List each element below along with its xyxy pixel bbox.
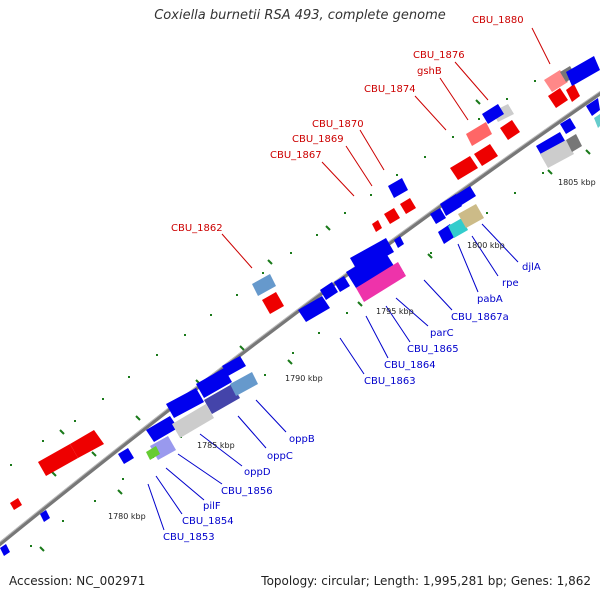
gene-forward[interactable]	[40, 510, 50, 522]
gene-label[interactable]: CBU_1864	[384, 360, 436, 371]
gene-forward[interactable]	[356, 262, 406, 302]
gene-label[interactable]: djlA	[522, 262, 541, 273]
topology-value: circular;	[321, 574, 370, 588]
gene-label[interactable]: parC	[430, 328, 454, 339]
gene-forward[interactable]	[346, 250, 394, 288]
gene-forward[interactable]	[196, 368, 232, 398]
gene-reverse[interactable]	[38, 444, 78, 476]
genes-value: 1,862	[556, 574, 591, 588]
gene-forward[interactable]	[222, 356, 246, 376]
forward-strand-genes	[0, 56, 600, 556]
gene-label[interactable]: CBU_1862	[171, 223, 223, 234]
gene-label[interactable]: CBU_1854	[182, 516, 234, 527]
gene-forward[interactable]	[118, 448, 134, 464]
topology-label: Topology:	[261, 574, 318, 588]
gene-label[interactable]: pabA	[477, 294, 503, 305]
gene-reverse[interactable]	[384, 208, 400, 224]
genes-label: Genes:	[510, 574, 553, 588]
gene-forward[interactable]	[560, 118, 576, 134]
gene-forward[interactable]	[0, 544, 10, 556]
gene-reverse[interactable]	[252, 274, 276, 296]
gene-reverse[interactable]	[548, 88, 568, 108]
gene-forward[interactable]	[454, 186, 476, 206]
gene-label[interactable]: oppB	[289, 434, 315, 445]
gene-forward[interactable]	[146, 446, 160, 460]
gene-reverse[interactable]	[262, 292, 284, 314]
genome-summary: Topology: circular; Length: 1,995,281 bp…	[261, 574, 591, 588]
gene-label[interactable]: CBU_1880	[472, 15, 524, 26]
gene-forward[interactable]	[334, 276, 350, 292]
tick-label-1790: 1790 kbp	[285, 374, 323, 383]
gene-label[interactable]: CBU_1856	[221, 486, 273, 497]
scale-tick-marks	[39, 99, 591, 552]
length-label: Length:	[373, 574, 420, 588]
tick-label-1780: 1780 kbp	[108, 512, 146, 521]
gene-forward[interactable]	[566, 56, 600, 86]
gene-label[interactable]: gshB	[417, 66, 442, 77]
gene-label[interactable]: pilF	[203, 501, 221, 512]
gene-forward[interactable]	[586, 98, 600, 116]
gene-forward[interactable]	[594, 114, 600, 128]
scale-tick-labels: 1780 kbp 1785 kbp 1790 kbp 1795 kbp 1800…	[108, 178, 596, 521]
gene-reverse[interactable]	[400, 198, 416, 214]
gene-label[interactable]: CBU_1876	[413, 50, 465, 61]
gene-label[interactable]: CBU_1874	[364, 84, 416, 95]
gene-label[interactable]: CBU_1867a	[451, 312, 509, 323]
gene-reverse[interactable]	[10, 498, 22, 510]
gene-label[interactable]: oppD	[244, 467, 271, 478]
gene-forward[interactable]	[146, 416, 178, 442]
gene-reverse[interactable]	[566, 84, 580, 102]
gene-forward[interactable]	[320, 282, 338, 300]
gene-forward[interactable]	[448, 218, 468, 238]
length-value: 1,995,281 bp;	[422, 574, 508, 588]
genome-backbone-highlight	[0, 90, 600, 543]
gene-label[interactable]: oppC	[267, 451, 293, 462]
gene-forward[interactable]	[166, 388, 204, 418]
gene-reverse[interactable]	[372, 220, 382, 232]
gene-forward[interactable]	[540, 140, 574, 168]
gene-forward[interactable]	[230, 372, 258, 396]
gene-forward[interactable]	[388, 178, 408, 198]
forward-gene-labels: djlA rpe pabA CBU_1867a parC CBU_1865 CB…	[163, 262, 541, 543]
gene-forward[interactable]	[172, 404, 214, 438]
gene-label[interactable]: CBU_1865	[407, 344, 459, 355]
gene-label[interactable]: CBU_1869	[292, 134, 344, 145]
gene-label[interactable]: CBU_1863	[364, 376, 416, 387]
gene-reverse[interactable]	[450, 156, 478, 180]
gene-reverse[interactable]	[544, 70, 568, 92]
genome-title: Coxiella burnetii RSA 493, complete geno…	[154, 8, 446, 23]
gene-forward[interactable]	[298, 296, 330, 322]
gene-reverse[interactable]	[474, 144, 498, 166]
label-leader-lines	[147, 27, 551, 531]
gene-reverse[interactable]	[70, 430, 104, 458]
accession-label: Accession:	[9, 574, 73, 588]
gene-forward[interactable]	[430, 208, 446, 224]
tick-label-1795: 1795 kbp	[376, 307, 414, 316]
gene-reverse[interactable]	[500, 120, 520, 140]
reverse-gene-labels: CBU_1880 CBU_1876 gshB CBU_1874 CBU_1870…	[171, 15, 524, 234]
gene-label[interactable]: CBU_1867	[270, 150, 322, 161]
tick-label-1785: 1785 kbp	[197, 441, 235, 450]
gene-forward[interactable]	[458, 204, 484, 228]
gene-forward[interactable]	[350, 238, 394, 272]
gene-label[interactable]: rpe	[502, 278, 519, 289]
gene-label[interactable]: CBU_1870	[312, 119, 364, 130]
gene-forward[interactable]	[204, 384, 240, 414]
gene-forward[interactable]	[394, 236, 404, 248]
accession-info: Accession: NC_002971	[9, 574, 145, 588]
gene-label[interactable]: CBU_1853	[163, 532, 215, 543]
gene-forward[interactable]	[482, 104, 504, 124]
tick-label-1800: 1800 kbp	[467, 241, 505, 250]
accession-value: NC_002971	[76, 574, 146, 588]
gene-forward[interactable]	[566, 134, 582, 152]
gene-reverse[interactable]	[466, 122, 492, 146]
tick-label-1805: 1805 kbp	[558, 178, 596, 187]
